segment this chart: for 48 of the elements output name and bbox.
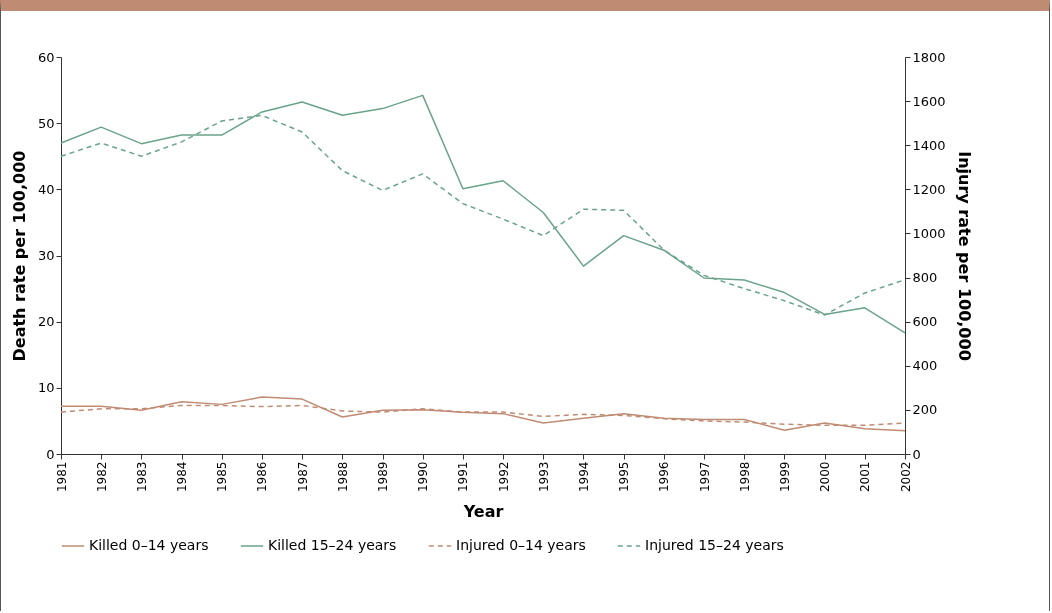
x-tick-label: 1983 — [134, 461, 149, 493]
x-tick-label: 1990 — [416, 461, 431, 493]
x-tick-label: 1997 — [697, 461, 712, 493]
y-tick-label: 0 — [46, 446, 55, 462]
legend-label: Injured 15–24 years — [645, 537, 784, 553]
x-tick-label: 1992 — [496, 461, 511, 493]
x-tick-label: 1988 — [335, 461, 350, 493]
y2-tick-label: 400 — [912, 358, 938, 374]
x-tick-label: 1996 — [657, 461, 672, 493]
x-tick-label: 1995 — [617, 461, 632, 493]
line-series — [60, 94, 906, 334]
y2-tick-label: 800 — [912, 270, 938, 286]
x-tick-label: 1994 — [576, 461, 591, 493]
x-axis-title: Year — [462, 502, 504, 522]
x-tick-label: 1986 — [255, 461, 270, 493]
y2-axis-title: Injury rate per 100,000 — [954, 151, 974, 361]
y-tick-label: 20 — [37, 314, 55, 330]
y2-tick-label: 200 — [912, 402, 938, 418]
y-tick-label: 10 — [37, 380, 55, 396]
y-tick-label: 40 — [37, 181, 55, 197]
legend-label: Killed 15–24 years — [268, 537, 397, 553]
x-tick-label: 1981 — [54, 461, 69, 493]
legend-label: Killed 0–14 years — [89, 537, 209, 553]
y2-tick-label: 1000 — [912, 225, 946, 241]
x-tick-label: 2000 — [818, 461, 833, 493]
y2-tick-label: 0 — [912, 446, 921, 462]
x-tick-label: 1985 — [215, 461, 230, 493]
y2-tick-label: 1600 — [912, 93, 946, 109]
legend-label: Injured 0–14 years — [456, 537, 586, 553]
y-tick-label: 50 — [37, 115, 55, 131]
x-tick-label: 1991 — [456, 461, 471, 493]
y-tick-label: 30 — [37, 248, 55, 263]
y2-tick-label: 1800 — [912, 49, 946, 65]
y-tick-label: 60 — [37, 49, 55, 65]
x-tick-label: 2002 — [898, 461, 913, 493]
x-tick-label: 1999 — [777, 461, 792, 493]
x-tick-label: 1984 — [175, 461, 190, 493]
y2-tick-label: 1400 — [912, 137, 946, 153]
x-tick-label: 2001 — [858, 461, 873, 493]
x-tick-label: 1982 — [94, 461, 109, 493]
x-tick-label: 1987 — [295, 461, 310, 493]
y-axis-title: Death rate per 100,000 — [9, 150, 29, 362]
y2-tick-label: 1200 — [912, 181, 946, 197]
y2-tick-label: 600 — [912, 314, 938, 330]
line-series — [60, 396, 906, 432]
x-tick-label: 1998 — [737, 461, 752, 493]
x-tick-label: 1993 — [536, 461, 551, 493]
x-tick-label: 1989 — [376, 461, 391, 493]
